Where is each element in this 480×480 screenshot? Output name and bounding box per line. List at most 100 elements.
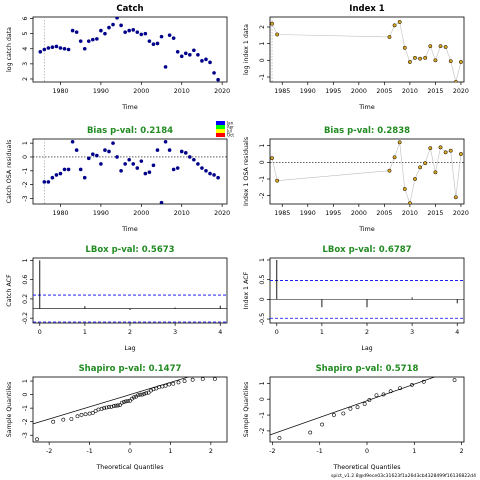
- data-point: [438, 145, 443, 150]
- x-tick-label: 1995: [325, 88, 341, 95]
- x-tick-label: -2: [46, 448, 52, 455]
- x-tick-label: 2010: [174, 210, 190, 217]
- y-tick-label: 2: [22, 77, 29, 81]
- panel-title: Shapiro p-val: 0.1477: [79, 364, 182, 374]
- plot-area: [270, 17, 463, 82]
- data-point: [167, 382, 172, 387]
- x-tick-label: 2000: [351, 88, 367, 95]
- data-point: [35, 437, 39, 442]
- data-point: [54, 173, 59, 177]
- x-tick-label: 2020: [453, 88, 469, 95]
- data-point: [50, 175, 55, 180]
- y-tick-label: 1: [259, 42, 266, 46]
- data-point: [78, 39, 83, 43]
- x-tick-label: 2020: [453, 210, 469, 217]
- data-point: [131, 162, 136, 166]
- data-point: [183, 51, 188, 56]
- x-tick-label: 2005: [376, 210, 392, 217]
- data-point: [458, 152, 463, 156]
- data-point: [443, 45, 448, 49]
- data-point: [410, 383, 414, 387]
- data-point: [159, 200, 164, 204]
- legend-label: Jan: [226, 120, 234, 125]
- data-point: [138, 392, 143, 397]
- y-tick-label: -2: [259, 428, 266, 434]
- x-tick-label: 0: [275, 329, 279, 336]
- x-tick-label: 1995: [325, 210, 341, 217]
- data-point: [192, 48, 196, 53]
- x-tick-label: 1980: [52, 88, 68, 95]
- data-point: [188, 52, 192, 57]
- data-point: [413, 177, 417, 181]
- x-tick-label: 2: [460, 448, 464, 455]
- y-tick-label: 0: [259, 160, 266, 164]
- data-point: [208, 171, 212, 176]
- plot-frame: [269, 138, 465, 205]
- data-point: [179, 149, 184, 154]
- data-point: [355, 405, 360, 410]
- y-tick-label: -2: [22, 181, 29, 187]
- data-point: [142, 392, 147, 396]
- data-point: [144, 391, 149, 396]
- y-tick-label: 1: [22, 141, 29, 145]
- y-tick-label: -1: [259, 412, 266, 418]
- y-axis-label: log index 1 data: [243, 24, 250, 75]
- data-point: [397, 20, 402, 24]
- data-point: [387, 35, 392, 39]
- data-point: [381, 392, 386, 397]
- data-point: [348, 406, 353, 411]
- y-tick-label: 0: [259, 397, 266, 401]
- plot-frame: [269, 376, 465, 443]
- data-point: [196, 52, 200, 57]
- panel-index_qq: Shapiro p-val: 0.5718 -2 -1 0 1 2 -2 -1 0 1 Theore…: [243, 364, 465, 471]
- data-point: [216, 175, 220, 180]
- y-tick-label: 1: [259, 144, 266, 148]
- y-tick-label: -3: [22, 195, 29, 201]
- x-tick-label: 4: [218, 329, 222, 336]
- data-point: [155, 41, 160, 46]
- data-point: [453, 80, 458, 82]
- x-tick-label: -1: [86, 448, 92, 455]
- x-tick-label: 0: [365, 448, 369, 455]
- data-point: [443, 150, 448, 155]
- data-point: [212, 71, 216, 75]
- x-tick-label: -1: [317, 448, 323, 455]
- data-point: [413, 55, 417, 60]
- plot-frame: [32, 376, 228, 443]
- data-point: [204, 169, 208, 173]
- data-point: [79, 413, 84, 417]
- x-tick-label: -2: [269, 448, 275, 455]
- data-point: [277, 436, 282, 440]
- data-point: [160, 384, 165, 389]
- data-point: [103, 31, 107, 36]
- data-point: [423, 161, 428, 166]
- data-point: [163, 139, 168, 144]
- plot-area: [270, 140, 464, 204]
- plot-frame: [32, 138, 228, 205]
- data-point: [362, 402, 367, 406]
- data-point: [95, 153, 99, 158]
- legend-label: Oct: [227, 132, 234, 137]
- data-point: [155, 148, 160, 152]
- data-point: [428, 146, 433, 151]
- data-point: [135, 166, 140, 170]
- x-tick-label: 2: [128, 329, 132, 336]
- data-point: [176, 380, 181, 385]
- legend-swatch: [216, 133, 225, 137]
- data-point: [448, 148, 453, 153]
- data-point: [392, 155, 397, 160]
- data-point: [175, 49, 180, 54]
- y-axis-label: Index 1 ACF: [243, 271, 250, 309]
- data-point: [182, 379, 187, 383]
- footer-version: spict_v1.2.8@d9ece03c31623f1a26d3cb43284…: [331, 474, 476, 479]
- x-tick-label: 2015: [427, 210, 443, 217]
- data-point: [42, 180, 47, 184]
- data-point: [99, 162, 103, 166]
- data-point: [163, 383, 168, 388]
- y-tick-label: -1: [259, 74, 266, 80]
- data-point: [407, 201, 412, 204]
- y-tick-label: -2: [22, 419, 29, 425]
- y-tick-label: 6: [22, 17, 29, 21]
- x-tick-label: 2005: [376, 88, 392, 95]
- x-tick-label: 1990: [93, 88, 109, 95]
